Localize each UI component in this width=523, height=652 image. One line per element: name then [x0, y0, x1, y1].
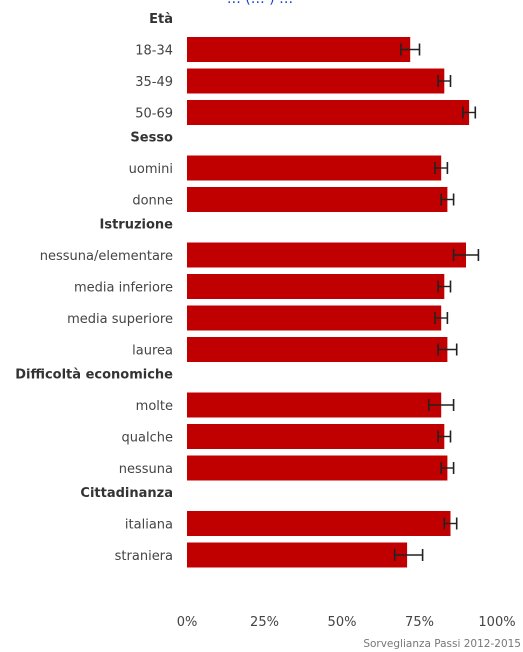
group-label: Difficoltà economiche: [15, 368, 173, 383]
bar: [187, 242, 466, 268]
x-tick-label: 50%: [328, 615, 357, 630]
category-label: uomini: [129, 162, 173, 177]
bar: [187, 305, 442, 331]
category-label: qualche: [122, 431, 173, 446]
category-label: molte: [136, 399, 173, 414]
category-label: donne: [132, 194, 173, 209]
bar: [187, 155, 442, 181]
bar: [187, 187, 448, 212]
group-label: Sesso: [130, 131, 173, 146]
category-label: 18-34: [135, 44, 173, 59]
bars: [187, 37, 470, 568]
bar: [187, 100, 470, 125]
category-label: straniera: [115, 549, 173, 564]
x-tick-label: 0%: [177, 615, 198, 630]
x-tick-label: 100%: [478, 615, 515, 630]
bar: [187, 424, 445, 449]
bar: [187, 392, 442, 418]
category-label: 50-69: [135, 107, 173, 122]
category-label: nessuna/elementare: [40, 249, 173, 264]
category-label: laurea: [132, 344, 173, 359]
category-label: nessuna: [119, 462, 173, 477]
group-label: Cittadinanza: [80, 486, 173, 501]
bar: [187, 37, 411, 62]
source-note: Sorveglianza Passi 2012-2015: [363, 638, 521, 650]
group-label: Età: [149, 12, 173, 27]
x-axis-ticks: 0% 25% 50% 75% 100%: [177, 615, 516, 630]
x-tick-label: 25%: [250, 615, 279, 630]
chart-title-fragment: … (… ) …: [227, 0, 293, 7]
bar: [187, 337, 448, 362]
bar: [187, 68, 445, 94]
category-label: media superiore: [67, 312, 173, 327]
bar: [187, 542, 408, 568]
bar: [187, 511, 451, 536]
category-labels: 18-34 35-49 50-69 uomini donne nessuna/elemen…: [40, 44, 173, 565]
x-tick-label: 75%: [405, 615, 434, 630]
category-label: 35-49: [135, 75, 173, 90]
group-labels: Età Sesso Istruzione Difficoltà economiche C…: [15, 12, 173, 501]
bar: [187, 274, 445, 299]
group-label: Istruzione: [100, 218, 174, 233]
category-label: media inferiore: [74, 281, 173, 296]
error-bars: [393, 43, 480, 561]
bar: [187, 455, 448, 481]
category-label: italiana: [125, 518, 173, 533]
